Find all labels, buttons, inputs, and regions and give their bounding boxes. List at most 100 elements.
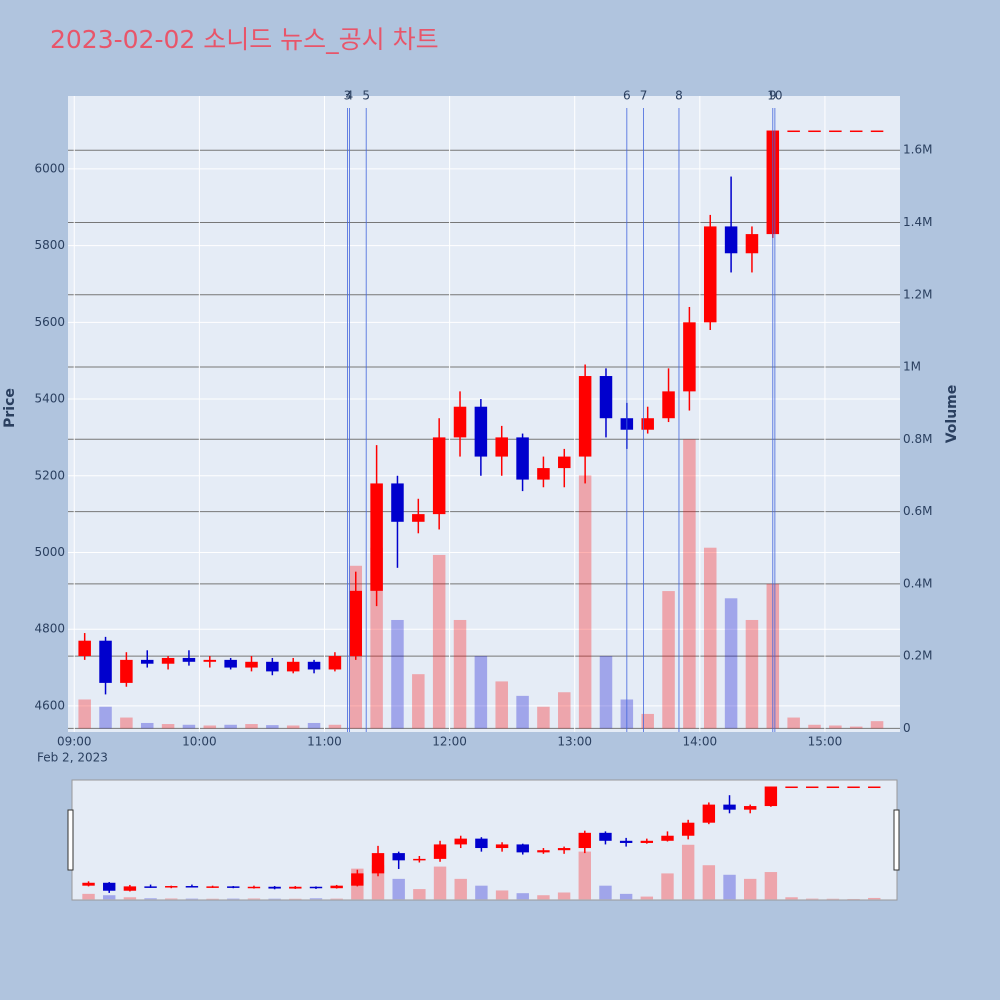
volume-bar [328, 724, 342, 729]
volume-bar [432, 554, 446, 729]
y2-axis-title: Volume [944, 385, 960, 444]
y2-tick-label: 0.6M [903, 504, 932, 518]
volume-bar [703, 547, 717, 729]
volume-bar [307, 722, 321, 729]
mini-candle-body [103, 882, 116, 891]
candle-body [328, 656, 342, 670]
mini-volume-bar [475, 885, 488, 900]
volume-bar [724, 598, 738, 729]
mini-candle-body [289, 886, 302, 889]
mini-volume-bar [454, 878, 467, 900]
mini-volume-bar [206, 898, 219, 900]
volume-bar [495, 681, 508, 729]
y2-tick-label: 0.8M [903, 432, 932, 446]
candle-body [787, 130, 800, 133]
candle-body [808, 130, 821, 133]
candle-body [516, 437, 529, 480]
mini-volume-bar [268, 898, 281, 900]
mini-volume-bar [123, 897, 137, 900]
mini-volume-bar [619, 893, 633, 900]
volume-bar [391, 619, 404, 729]
candle-body [286, 661, 300, 672]
news-label: 10 [767, 89, 782, 103]
x-tick-label: 10:00 [182, 735, 217, 749]
y-tick-label: 4600 [34, 698, 65, 712]
mini-candle-body [847, 786, 860, 789]
candle-body [558, 456, 571, 469]
mini-volume-bar [806, 898, 819, 900]
candle-body [161, 657, 175, 664]
y-tick-label: 4800 [34, 622, 65, 636]
y-tick-label: 5600 [34, 315, 65, 329]
mini-volume-bar [144, 898, 157, 900]
x-tick-label: 11:00 [307, 735, 342, 749]
y-tick-label: 6000 [34, 161, 65, 175]
candle-body [745, 234, 759, 254]
candle-body [537, 468, 550, 480]
mini-candle-body [330, 885, 343, 889]
y2-tick-label: 0.2M [903, 649, 932, 663]
mini-volume-bar [578, 851, 591, 900]
mini-candle-body [557, 848, 571, 851]
slider-handle[interactable] [893, 809, 900, 871]
news-label: 5 [362, 89, 370, 103]
mini-candle-body [702, 804, 716, 823]
mini-candle-body [516, 844, 529, 853]
candle-body [412, 514, 425, 522]
volume-bar [453, 619, 467, 729]
mini-candle-body [433, 844, 447, 859]
mini-candle-body [247, 886, 261, 889]
volume-bar [849, 726, 863, 729]
mini-volume-bar [103, 895, 116, 900]
mini-volume-bar [868, 897, 881, 900]
mini-candle-body [82, 882, 95, 886]
volume-bar [829, 725, 842, 729]
mini-volume-bar [785, 897, 798, 900]
y2-tick-label: 1M [903, 360, 921, 374]
mini-volume-bar [185, 898, 199, 900]
mini-candle-body [454, 838, 467, 845]
candle-body [120, 659, 133, 683]
x-tick-label: 12:00 [432, 735, 467, 749]
news-label: 3 [344, 89, 352, 103]
mini-volume-bar [599, 885, 612, 900]
candle-body [849, 130, 863, 133]
volume-bar [78, 699, 91, 729]
mini-volume-bar [495, 890, 509, 900]
mini-candle-body [619, 840, 633, 843]
mini-candle-body [785, 786, 798, 789]
news-label: 6 [623, 89, 631, 103]
news-label: 7 [640, 89, 648, 103]
mini-candle-body [681, 822, 695, 836]
volume-bar [808, 724, 821, 729]
mini-volume-bar [371, 865, 385, 900]
candle-body [578, 376, 592, 457]
y2-tick-label: 1.6M [903, 143, 932, 157]
mini-candle-body [743, 806, 757, 810]
slider-handle[interactable] [67, 809, 74, 871]
news-label: 8 [675, 89, 683, 103]
mini-volume-bar [227, 898, 240, 900]
candle-body [453, 406, 467, 438]
volume-bar [537, 706, 550, 729]
mini-volume-bar [537, 895, 550, 900]
mini-candle-body [392, 853, 405, 861]
mini-volume-bar [82, 893, 95, 900]
y-axis-title: Price [2, 388, 18, 428]
candle-body [99, 640, 112, 683]
mini-volume-bar [826, 898, 840, 900]
mini-candle-body [227, 886, 240, 888]
candle-body [224, 659, 237, 668]
mini-volume-bar [309, 898, 323, 900]
candle-body [870, 130, 884, 133]
mini-volume-bar [723, 874, 736, 900]
y2-tick-label: 1.4M [903, 215, 932, 229]
volume-bar [683, 439, 696, 729]
mini-candle-body [351, 873, 364, 886]
candle-body [662, 391, 675, 419]
y-tick-label: 5400 [34, 392, 65, 406]
candle-body [391, 483, 404, 522]
x-tick-label: 14:00 [683, 735, 718, 749]
volume-bar [578, 475, 592, 729]
candle-body [703, 226, 717, 323]
